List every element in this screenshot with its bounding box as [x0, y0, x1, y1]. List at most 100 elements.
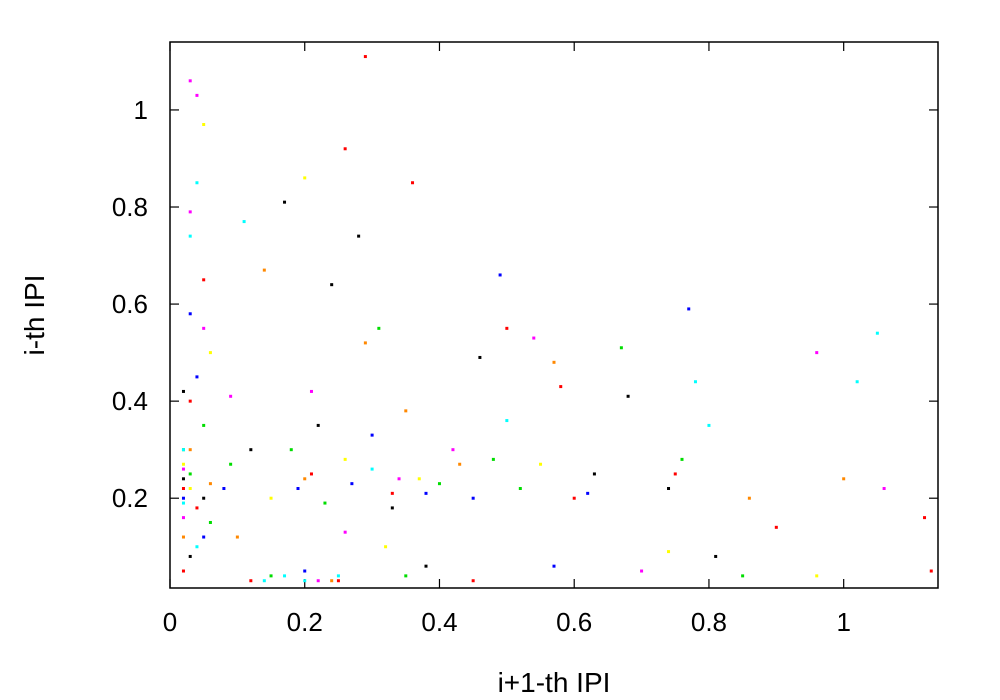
data-point [397, 477, 401, 481]
data-point [208, 351, 212, 355]
data-point [222, 487, 226, 491]
x-tick-label: 0.8 [691, 607, 727, 637]
data-point [336, 574, 340, 578]
data-point [208, 520, 212, 524]
data-point [404, 574, 408, 578]
data-point [229, 462, 233, 466]
data-point [390, 506, 394, 510]
data-point [181, 448, 185, 452]
data-point [404, 409, 408, 413]
data-point [235, 535, 239, 539]
data-point [411, 181, 415, 185]
data-point [188, 79, 192, 83]
data-point [390, 491, 394, 495]
data-point [437, 482, 441, 486]
data-point [195, 545, 199, 549]
data-point [303, 176, 307, 180]
data-point [539, 462, 543, 466]
data-point [458, 462, 462, 466]
data-point [303, 477, 307, 481]
data-point [687, 307, 691, 311]
data-point [363, 55, 367, 59]
data-point [188, 210, 192, 214]
data-point [741, 574, 745, 578]
data-point [202, 423, 206, 427]
data-point [181, 462, 185, 466]
data-point [269, 574, 273, 578]
data-point [667, 487, 671, 491]
data-point [673, 472, 677, 476]
data-point [518, 487, 522, 491]
data-point [181, 467, 185, 471]
data-point [875, 331, 879, 335]
data-point [262, 268, 266, 272]
x-tick-label: 0.4 [421, 607, 457, 637]
x-tick-label: 0 [163, 607, 177, 637]
data-point [384, 545, 388, 549]
data-point [417, 477, 421, 481]
y-tick-label: 1 [134, 95, 148, 125]
data-point [330, 579, 334, 583]
data-point [202, 278, 206, 282]
data-point [619, 346, 623, 350]
x-tick-label: 0.2 [287, 607, 323, 637]
data-point [181, 516, 185, 520]
data-point [882, 487, 886, 491]
data-point [815, 351, 819, 355]
data-point [188, 448, 192, 452]
data-point [188, 487, 192, 491]
data-point [343, 147, 347, 151]
data-point [188, 312, 192, 316]
data-point [592, 472, 596, 476]
data-point [249, 579, 253, 583]
data-point [707, 423, 711, 427]
data-point [202, 535, 206, 539]
data-point [195, 93, 199, 97]
data-point [552, 360, 556, 364]
data-point [336, 579, 340, 583]
y-tick-label: 0.4 [112, 386, 148, 416]
data-point [242, 220, 246, 224]
data-point [195, 375, 199, 379]
data-point [181, 487, 185, 491]
plot-frame [169, 41, 939, 589]
tick-labels: 0 0.2 0.4 0.6 0.8 1 0.2 0.4 0.6 0.8 1 [112, 95, 851, 637]
data-point [855, 380, 859, 384]
data-point [202, 496, 206, 500]
data-point [929, 569, 933, 573]
data-point [471, 496, 475, 500]
data-point [188, 399, 192, 403]
data-point [377, 326, 381, 330]
data-point [451, 448, 455, 452]
x-tick-label: 1 [836, 607, 850, 637]
data-point [923, 516, 927, 520]
data-point [296, 487, 300, 491]
data-point [559, 385, 563, 389]
data-point [181, 535, 185, 539]
data-point [195, 181, 199, 185]
data-point [202, 123, 206, 127]
data-point [188, 472, 192, 476]
data-point [303, 579, 307, 583]
data-point [323, 501, 327, 505]
data-point [424, 491, 428, 495]
data-point [842, 477, 846, 481]
data-point [478, 355, 482, 359]
data-point [532, 336, 536, 340]
data-point [471, 579, 475, 583]
data-point [330, 283, 334, 287]
x-tick-label: 0.6 [556, 607, 592, 637]
data-point [505, 326, 509, 330]
data-point [693, 380, 697, 384]
data-point [343, 530, 347, 534]
data-point [262, 579, 266, 583]
data-point [586, 491, 590, 495]
data-point [363, 341, 367, 345]
data-point [424, 564, 428, 568]
data-point [249, 448, 253, 452]
data-point [195, 506, 199, 510]
data-point [208, 482, 212, 486]
data-point [181, 569, 185, 573]
data-points [181, 55, 933, 583]
